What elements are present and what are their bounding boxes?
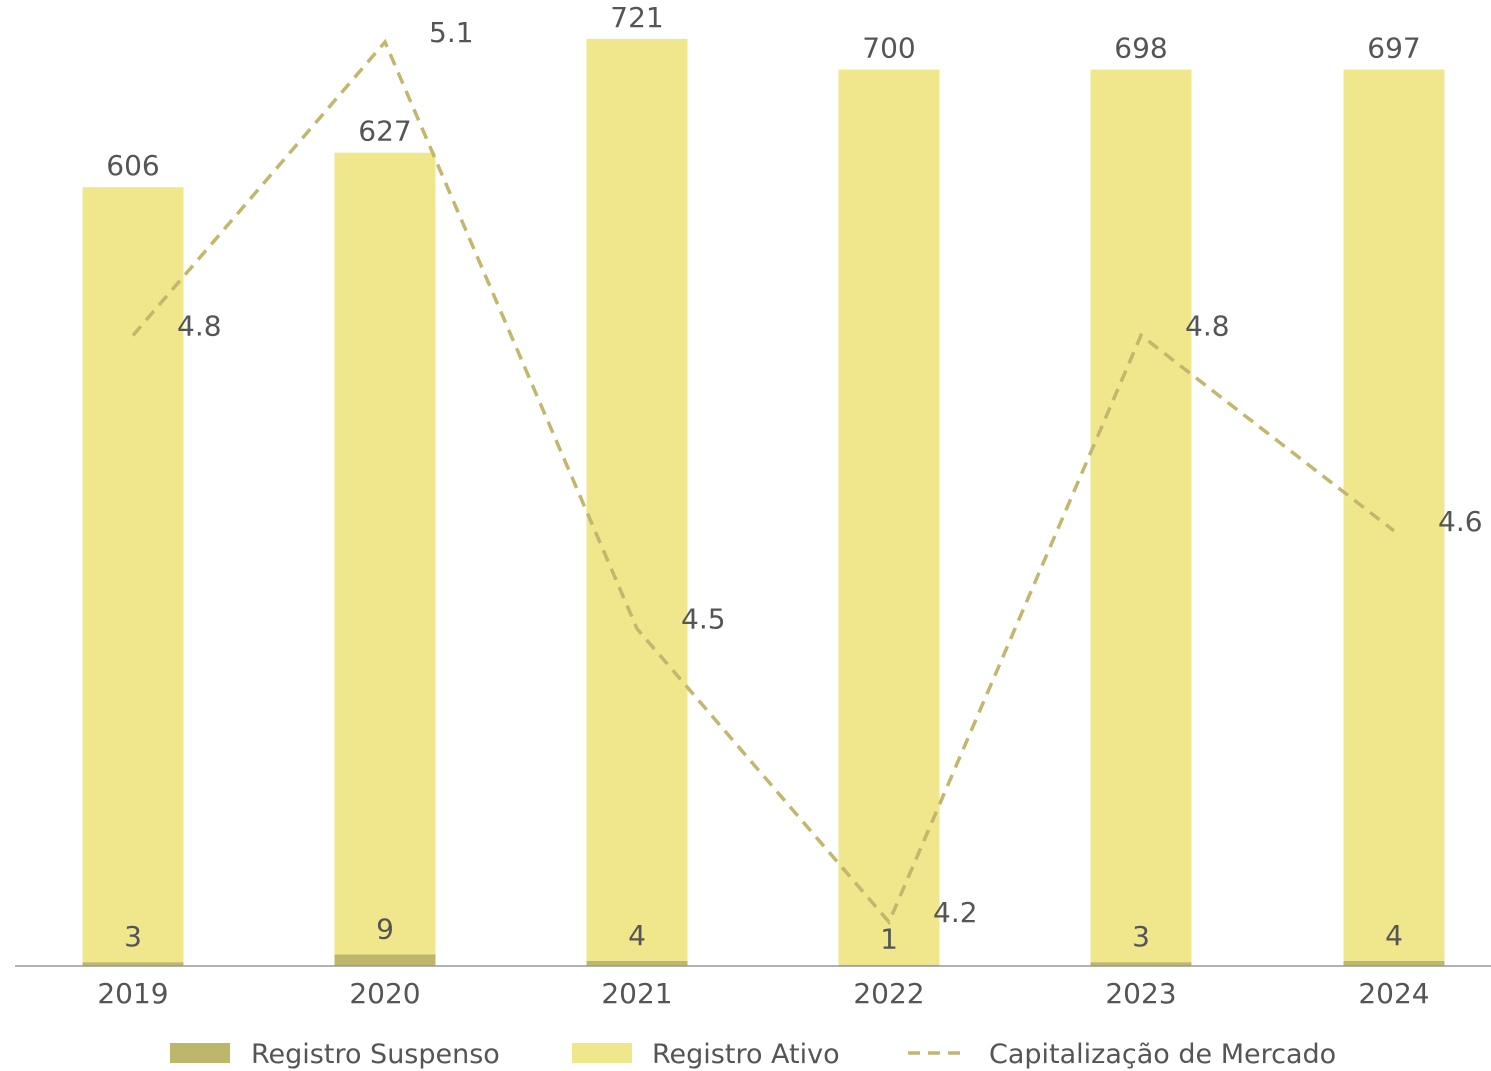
x-tick-2022: 2022 <box>853 977 924 1010</box>
x-tick-2021: 2021 <box>601 977 672 1010</box>
label-suspenso-2023: 3 <box>1132 920 1150 953</box>
bars-layer <box>82 38 1445 966</box>
label-capitalizacao-2019: 4.8 <box>177 309 222 342</box>
label-suspenso-2019: 3 <box>124 920 142 953</box>
label-suspenso-2020: 9 <box>376 912 394 945</box>
legend: Registro Suspenso Registro Ativo Capitaliz… <box>170 1039 1336 1070</box>
x-tick-2024: 2024 <box>1358 977 1429 1010</box>
label-capitalizacao-2020: 5.1 <box>429 16 474 49</box>
bar-ativo-2019 <box>82 187 184 963</box>
label-suspenso-2024: 4 <box>1385 919 1403 952</box>
x-axis-ticks: 2019 2020 2021 2022 2023 2024 <box>97 977 1429 1010</box>
bar-ativo-2020 <box>334 152 436 955</box>
legend-label-ativo: Registro Ativo <box>652 1039 840 1070</box>
line-capitalizacao <box>131 38 1396 926</box>
legend-swatch-ativo <box>572 1043 632 1063</box>
label-ativo-2020: 627 <box>358 115 411 148</box>
label-suspenso-2022: 1 <box>880 923 898 956</box>
x-tick-2023: 2023 <box>1105 977 1176 1010</box>
label-capitalizacao-2022: 4.2 <box>933 896 978 929</box>
label-capitalizacao-2023: 4.8 <box>1185 309 1230 342</box>
label-ativo-2024: 697 <box>1367 32 1420 65</box>
legend-label-capitalizacao: Capitalização de Mercado <box>989 1039 1336 1070</box>
label-capitalizacao-2021: 4.5 <box>681 603 726 636</box>
bar-suspenso-2021 <box>586 960 688 966</box>
bar-ativo-2024 <box>1343 69 1445 961</box>
bar-suspenso-2024 <box>1343 960 1445 966</box>
bar-suspenso-2020 <box>334 954 436 966</box>
label-ativo-2022: 700 <box>862 32 915 65</box>
legend-swatch-suspenso <box>170 1043 230 1063</box>
data-labels: 606 3 627 9 721 4 700 1 698 3 697 4 4.8 5.1 4.5 4.2 4.8 4… <box>106 1 1482 956</box>
label-suspenso-2021: 4 <box>628 919 646 952</box>
label-ativo-2023: 698 <box>1114 32 1167 65</box>
bar-suspenso-2019 <box>82 962 184 966</box>
label-capitalizacao-2024: 4.6 <box>1438 505 1483 538</box>
label-ativo-2021: 721 <box>610 1 663 34</box>
x-tick-2019: 2019 <box>97 977 168 1010</box>
x-tick-2020: 2020 <box>349 977 420 1010</box>
legend-label-suspenso: Registro Suspenso <box>251 1039 500 1070</box>
bar-ativo-2021 <box>586 38 688 961</box>
bar-suspenso-2023 <box>1090 962 1192 966</box>
bar-ativo-2022 <box>838 69 940 965</box>
line-layer <box>131 38 1396 926</box>
label-ativo-2019: 606 <box>106 149 159 182</box>
bar-ativo-2023 <box>1090 69 1192 963</box>
